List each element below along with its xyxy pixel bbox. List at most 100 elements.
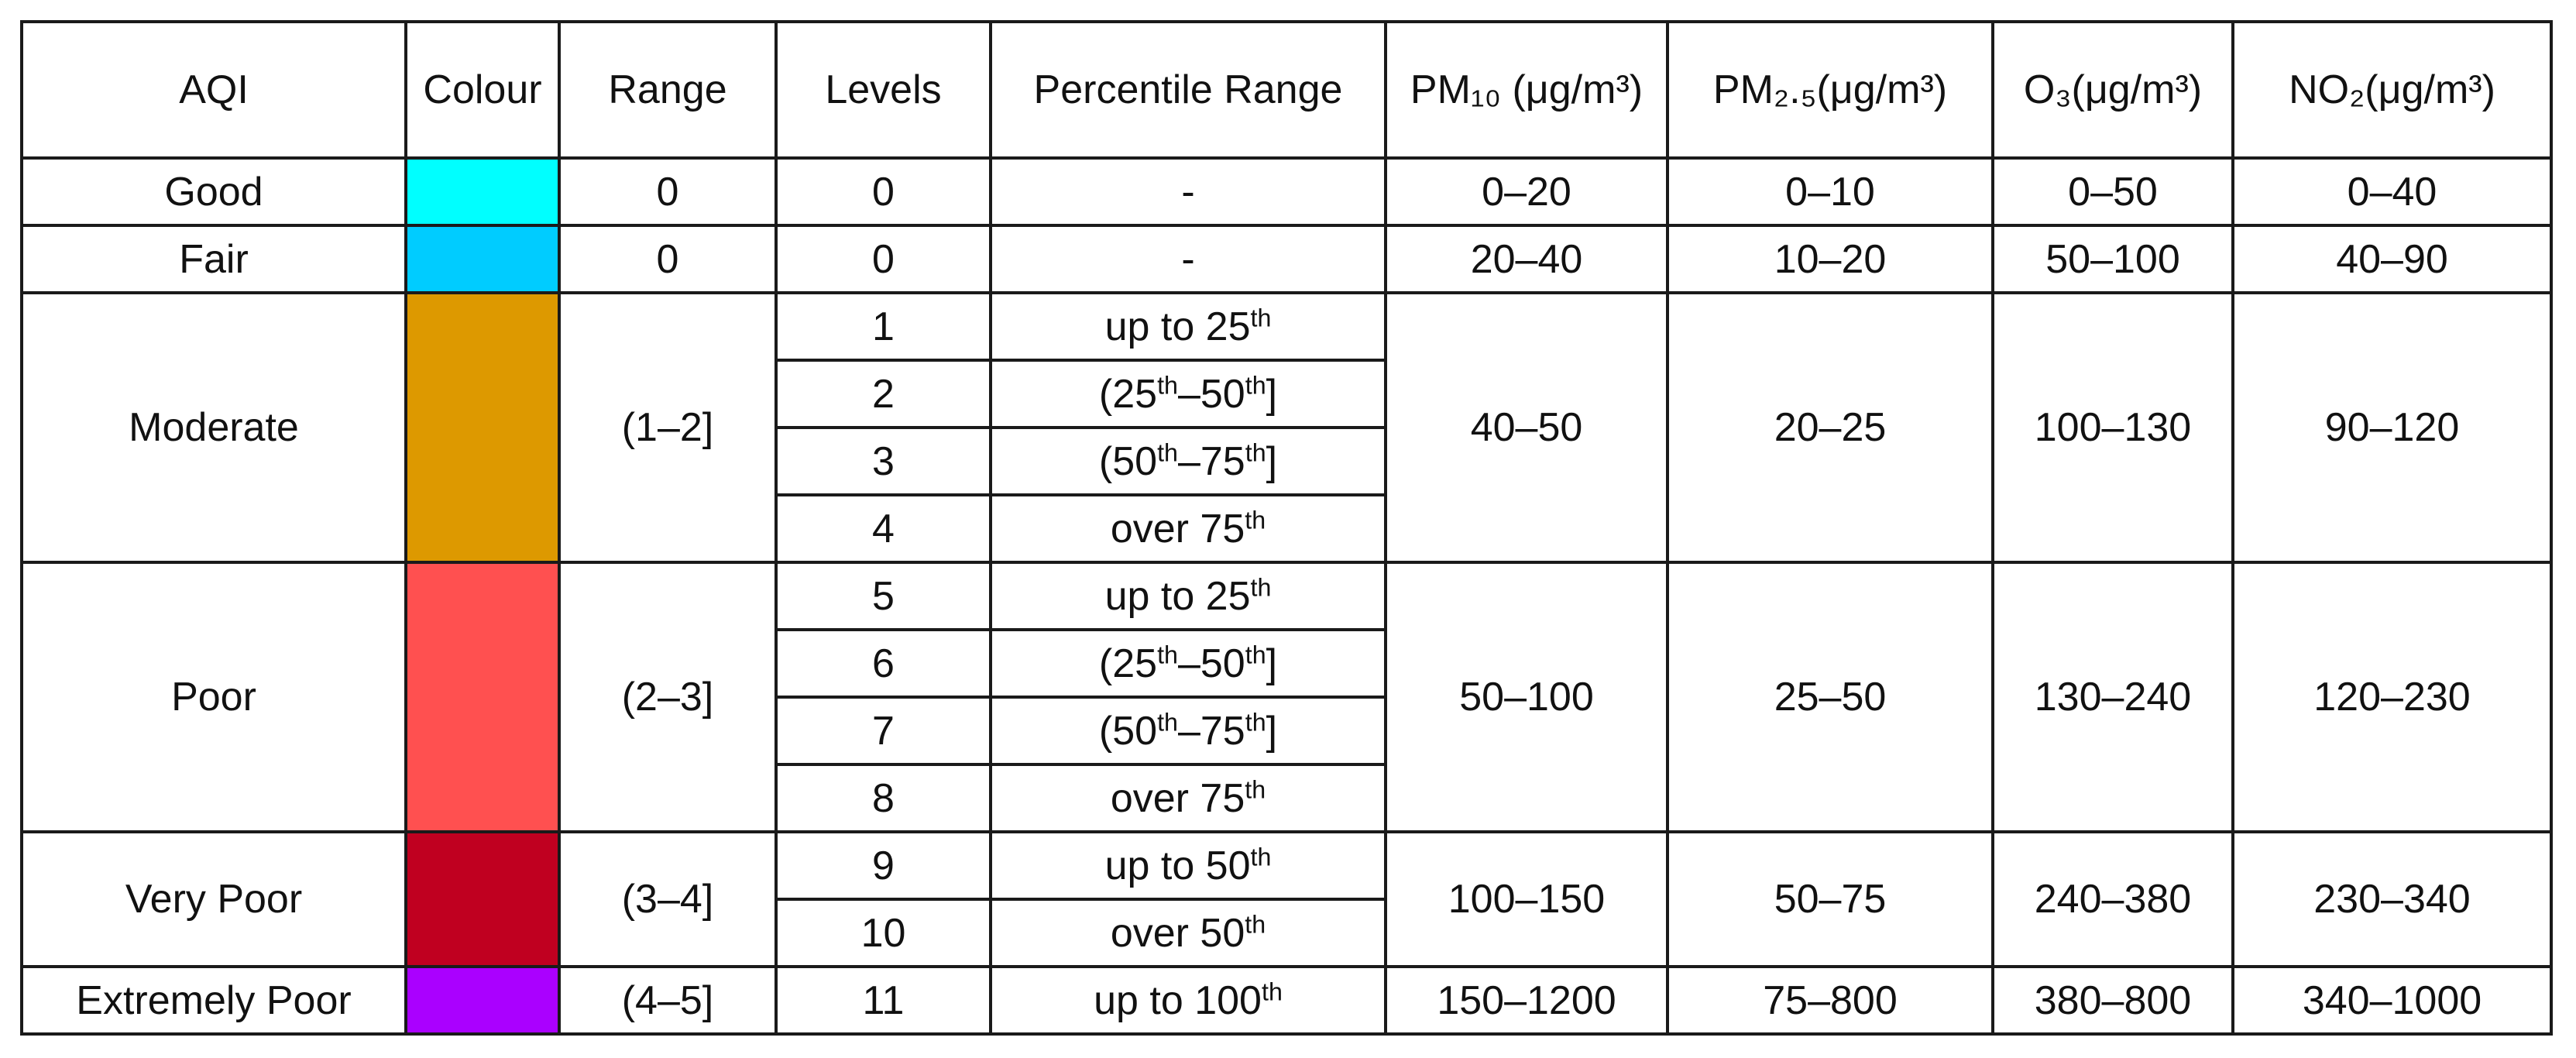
percentile-cell: - <box>989 156 1387 227</box>
percentile-cell: up to 50th <box>989 830 1387 901</box>
pm25-cell: 25–50 <box>1666 561 1994 833</box>
ordinal-suffix: th <box>1157 370 1178 399</box>
level-cell: 3 <box>775 426 992 496</box>
aqi-category-cell: Moderate <box>20 291 407 564</box>
ordinal-suffix: th <box>1250 303 1272 331</box>
percentile-text: –75 <box>1177 438 1245 484</box>
o3-cell: 0–50 <box>1991 156 2234 227</box>
percentile-text: up to 25 <box>1104 304 1251 349</box>
percentile-cell: over 75th <box>989 763 1387 833</box>
aqi-table: AQI Colour Range Levels Percentile Range… <box>20 20 2553 1036</box>
pm10-cell: 150–1200 <box>1384 965 1669 1036</box>
ordinal-suffix: th <box>1245 505 1266 534</box>
percentile-cell: up to 25th <box>989 561 1387 631</box>
aqi-category-cell: Very Poor <box>20 830 407 968</box>
percentile-text: –50 <box>1177 641 1245 686</box>
level-cell: 0 <box>775 224 992 294</box>
table-row: 10 over 50th <box>22 898 2551 968</box>
ordinal-suffix: th <box>1245 640 1266 668</box>
pm25-cell: 0–10 <box>1666 156 1994 227</box>
ordinal-suffix: th <box>1245 909 1266 938</box>
no2-cell: 230–340 <box>2231 830 2553 968</box>
level-cell: 10 <box>775 898 992 968</box>
pm10-cell: 40–50 <box>1384 291 1669 564</box>
header-levels: Levels <box>775 20 992 160</box>
colour-swatch <box>404 291 561 564</box>
table-body: Good 0 0 - 0–20 0–10 0–50 0–40 Fair 0 0 - 20–40 10–20… <box>20 156 2553 1036</box>
percentile-cell: (25th–50th] <box>989 359 1387 429</box>
table-row: 4 over 75th <box>22 493 2551 564</box>
pm25-cell: 20–25 <box>1666 291 1994 564</box>
percentile-text: –50 <box>1177 371 1245 417</box>
level-cell: 0 <box>775 156 992 227</box>
percentile-text: up to 50 <box>1104 843 1251 888</box>
percentile-cell: - <box>989 224 1387 294</box>
percentile-text: –75 <box>1177 708 1245 754</box>
percentile-text: over 75 <box>1110 775 1245 821</box>
table-row: Extremely Poor (4–5] 11 up to 100th 150–1200… <box>20 965 2553 1036</box>
percentile-text: up to 100 <box>1094 977 1262 1023</box>
table-row: Good 0 0 - 0–20 0–10 0–50 0–40 <box>20 156 2553 227</box>
percentile-text: over 50 <box>1110 910 1245 956</box>
percentile-cell: (50th–75th] <box>989 426 1387 496</box>
percentile-text: ] <box>1266 708 1278 754</box>
table-row: 8 over 75th <box>22 763 2551 833</box>
o3-cell: 380–800 <box>1991 965 2234 1036</box>
colour-swatch <box>404 561 561 833</box>
level-cell: 2 <box>775 359 992 429</box>
percentile-cell: (50th–75th] <box>989 696 1387 766</box>
percentile-text: (50 <box>1098 438 1158 484</box>
no2-cell: 40–90 <box>2231 224 2553 294</box>
o3-cell: 130–240 <box>1991 561 2234 833</box>
ordinal-suffix: th <box>1245 438 1266 466</box>
percentile-text: over 75 <box>1110 506 1245 551</box>
range-cell: (3–4] <box>558 830 778 968</box>
level-cell: 11 <box>775 965 992 1036</box>
pm10-cell: 50–100 <box>1384 561 1669 833</box>
pm10-cell: 20–40 <box>1384 224 1669 294</box>
pm25-cell: 75–800 <box>1666 965 1994 1036</box>
range-cell: (2–3] <box>558 561 778 833</box>
header-pm25: PM₂.₅(μg/m³) <box>1666 20 1994 160</box>
table-row: 6 (25th–50th] <box>22 628 2551 699</box>
colour-swatch <box>404 156 561 227</box>
percentile-text: ] <box>1266 641 1278 686</box>
table-row: 3 (50th–75th] <box>22 426 2551 496</box>
ordinal-suffix: th <box>1245 370 1266 399</box>
percentile-text: (50 <box>1098 708 1158 754</box>
ordinal-suffix: th <box>1245 775 1266 803</box>
ordinal-suffix: th <box>1157 640 1178 668</box>
level-cell: 5 <box>775 561 992 631</box>
header-colour: Colour <box>404 20 561 160</box>
o3-cell: 240–380 <box>1991 830 2234 968</box>
percentile-text: - <box>1181 236 1195 282</box>
aqi-category-cell: Fair <box>20 224 407 294</box>
level-cell: 4 <box>775 493 992 564</box>
percentile-text: (25 <box>1098 641 1158 686</box>
header-o3: O₃(μg/m³) <box>1991 20 2234 160</box>
header-aqi: AQI <box>20 20 407 160</box>
percentile-text: ] <box>1266 371 1278 417</box>
colour-swatch <box>404 965 561 1036</box>
percentile-text: up to 25 <box>1104 573 1251 619</box>
level-cell: 6 <box>775 628 992 699</box>
table-header: AQI Colour Range Levels Percentile Range… <box>20 20 2553 160</box>
ordinal-suffix: th <box>1245 707 1266 736</box>
percentile-cell: up to 100th <box>989 965 1387 1036</box>
level-cell: 8 <box>775 763 992 833</box>
ordinal-suffix: th <box>1250 572 1272 601</box>
table-row: Fair 0 0 - 20–40 10–20 50–100 40–90 <box>20 224 2553 294</box>
percentile-text: ] <box>1266 438 1278 484</box>
no2-cell: 120–230 <box>2231 561 2553 833</box>
pm25-cell: 10–20 <box>1666 224 1994 294</box>
no2-cell: 340–1000 <box>2231 965 2553 1036</box>
table-row: Moderate (1–2] 1 up to 25th 40–50 20–25 100–13… <box>20 291 2553 564</box>
level-cell: 1 <box>775 291 992 362</box>
header-range: Range <box>558 20 778 160</box>
percentile-cell: over 50th <box>989 898 1387 968</box>
pm10-cell: 0–20 <box>1384 156 1669 227</box>
percentile-cell: (25th–50th] <box>989 628 1387 699</box>
range-cell: (4–5] <box>558 965 778 1036</box>
o3-cell: 50–100 <box>1991 224 2234 294</box>
percentile-cell: over 75th <box>989 493 1387 564</box>
